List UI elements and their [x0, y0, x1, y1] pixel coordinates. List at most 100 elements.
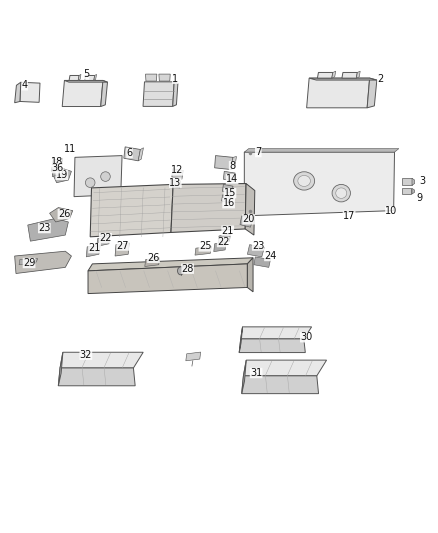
Text: 14: 14: [226, 174, 238, 184]
Polygon shape: [223, 171, 235, 181]
Polygon shape: [88, 264, 247, 294]
Polygon shape: [97, 237, 110, 246]
Polygon shape: [124, 147, 141, 161]
Polygon shape: [242, 360, 246, 394]
Polygon shape: [215, 156, 233, 169]
Text: 3: 3: [419, 176, 425, 187]
Polygon shape: [244, 152, 395, 216]
Polygon shape: [145, 258, 159, 266]
Polygon shape: [247, 258, 253, 292]
Polygon shape: [28, 219, 68, 241]
Polygon shape: [138, 148, 144, 161]
Polygon shape: [231, 157, 237, 169]
Bar: [403, 188, 411, 194]
Polygon shape: [58, 352, 63, 386]
Text: 22: 22: [99, 233, 112, 243]
Text: 32: 32: [80, 350, 92, 360]
Polygon shape: [309, 78, 377, 80]
Text: 23: 23: [252, 240, 265, 251]
Bar: [403, 179, 412, 185]
Polygon shape: [101, 80, 107, 107]
Polygon shape: [412, 179, 415, 185]
Text: 8: 8: [229, 161, 235, 171]
Text: 11: 11: [64, 143, 76, 154]
Text: 13: 13: [169, 177, 181, 188]
Text: 4: 4: [21, 80, 28, 90]
Polygon shape: [171, 183, 246, 232]
Polygon shape: [94, 74, 96, 80]
Text: 31: 31: [250, 368, 262, 378]
Polygon shape: [332, 71, 336, 78]
Polygon shape: [307, 78, 370, 108]
Text: 18: 18: [50, 157, 63, 167]
Polygon shape: [88, 258, 253, 271]
Text: 10: 10: [385, 206, 398, 216]
Text: 2: 2: [378, 74, 384, 84]
Polygon shape: [143, 82, 174, 107]
Polygon shape: [52, 168, 71, 183]
Polygon shape: [14, 251, 71, 273]
Text: 9: 9: [417, 192, 423, 203]
Ellipse shape: [336, 188, 347, 198]
Polygon shape: [244, 360, 327, 376]
Text: 26: 26: [147, 253, 160, 263]
Polygon shape: [412, 188, 415, 194]
Polygon shape: [214, 242, 226, 252]
Text: 21: 21: [222, 225, 234, 236]
Text: 28: 28: [181, 264, 194, 273]
Ellipse shape: [293, 172, 314, 190]
Text: 23: 23: [38, 223, 50, 233]
Polygon shape: [78, 74, 81, 80]
Text: 7: 7: [255, 147, 261, 157]
Polygon shape: [115, 243, 129, 256]
Polygon shape: [241, 327, 311, 339]
Polygon shape: [245, 183, 255, 235]
Polygon shape: [195, 246, 211, 255]
Polygon shape: [85, 76, 95, 80]
Polygon shape: [223, 184, 233, 193]
Ellipse shape: [298, 175, 311, 187]
Polygon shape: [86, 246, 100, 257]
Text: 21: 21: [88, 243, 101, 253]
Polygon shape: [64, 80, 107, 82]
Polygon shape: [367, 78, 377, 108]
Polygon shape: [49, 207, 73, 222]
Polygon shape: [222, 195, 231, 203]
Polygon shape: [172, 169, 183, 179]
Polygon shape: [145, 74, 157, 81]
Polygon shape: [218, 234, 230, 243]
Text: 27: 27: [117, 240, 129, 251]
Text: 16: 16: [223, 198, 235, 208]
Polygon shape: [74, 156, 122, 197]
Text: 26: 26: [58, 209, 70, 219]
Ellipse shape: [101, 172, 110, 181]
Polygon shape: [244, 149, 399, 152]
Text: 15: 15: [224, 188, 236, 198]
Polygon shape: [90, 184, 173, 237]
Polygon shape: [318, 72, 333, 78]
Text: 22: 22: [217, 237, 230, 247]
Ellipse shape: [177, 267, 184, 275]
Polygon shape: [247, 245, 265, 257]
Polygon shape: [173, 82, 178, 107]
Text: 17: 17: [343, 211, 355, 221]
Text: 5: 5: [83, 69, 89, 79]
Polygon shape: [254, 257, 271, 268]
Polygon shape: [186, 352, 201, 361]
Polygon shape: [19, 259, 38, 265]
Ellipse shape: [332, 184, 350, 202]
Polygon shape: [357, 71, 360, 78]
Polygon shape: [14, 82, 21, 103]
Polygon shape: [342, 72, 357, 78]
Ellipse shape: [85, 178, 95, 188]
Text: 6: 6: [127, 148, 133, 158]
Polygon shape: [51, 158, 63, 171]
Text: 12: 12: [171, 165, 184, 175]
Text: 30: 30: [300, 332, 312, 342]
Polygon shape: [69, 76, 79, 80]
Text: 24: 24: [264, 251, 277, 261]
Polygon shape: [239, 339, 305, 352]
Polygon shape: [52, 169, 60, 176]
Text: 36: 36: [51, 163, 64, 173]
Polygon shape: [170, 180, 180, 188]
